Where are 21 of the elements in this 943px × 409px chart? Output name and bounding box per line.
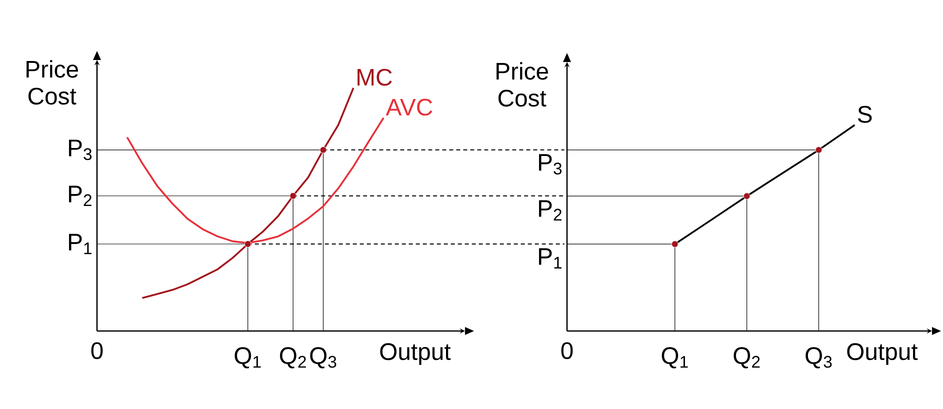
x-tick-label: Q$_{1}$ <box>234 347 261 368</box>
series-label: AVC <box>386 98 432 116</box>
ref-line-label: P$_{1}$ <box>69 234 92 254</box>
ref-line-label: P$_{3}$ <box>69 140 92 160</box>
ref-line-label: P$_{1}$ <box>539 248 562 268</box>
text: 0 <box>561 342 573 360</box>
ref-line-label: P$_{2}$ <box>539 200 562 220</box>
x-tick-label: Q$_{2}$ <box>280 347 306 368</box>
x-tick-label: Q$_{3}$ <box>806 347 832 368</box>
x-axis-title: Output <box>847 343 918 365</box>
y-axis-title: Price Cost <box>496 62 548 107</box>
y-axis-title: Price Cost <box>26 60 78 105</box>
ref-line-label: P$_{2}$ <box>69 186 92 206</box>
series-label: MC <box>358 68 392 86</box>
x-tick-label: Q$_{1}$ <box>662 347 688 368</box>
x-tick-label: Q$_{2}$ <box>734 347 760 368</box>
ref-line-label: P$_{3}$ <box>539 154 562 174</box>
text: 0 <box>91 342 103 360</box>
x-tick-label: Q$_{3}$ <box>310 347 336 368</box>
x-axis-title: Output <box>380 343 451 365</box>
series-label: S <box>858 106 872 123</box>
